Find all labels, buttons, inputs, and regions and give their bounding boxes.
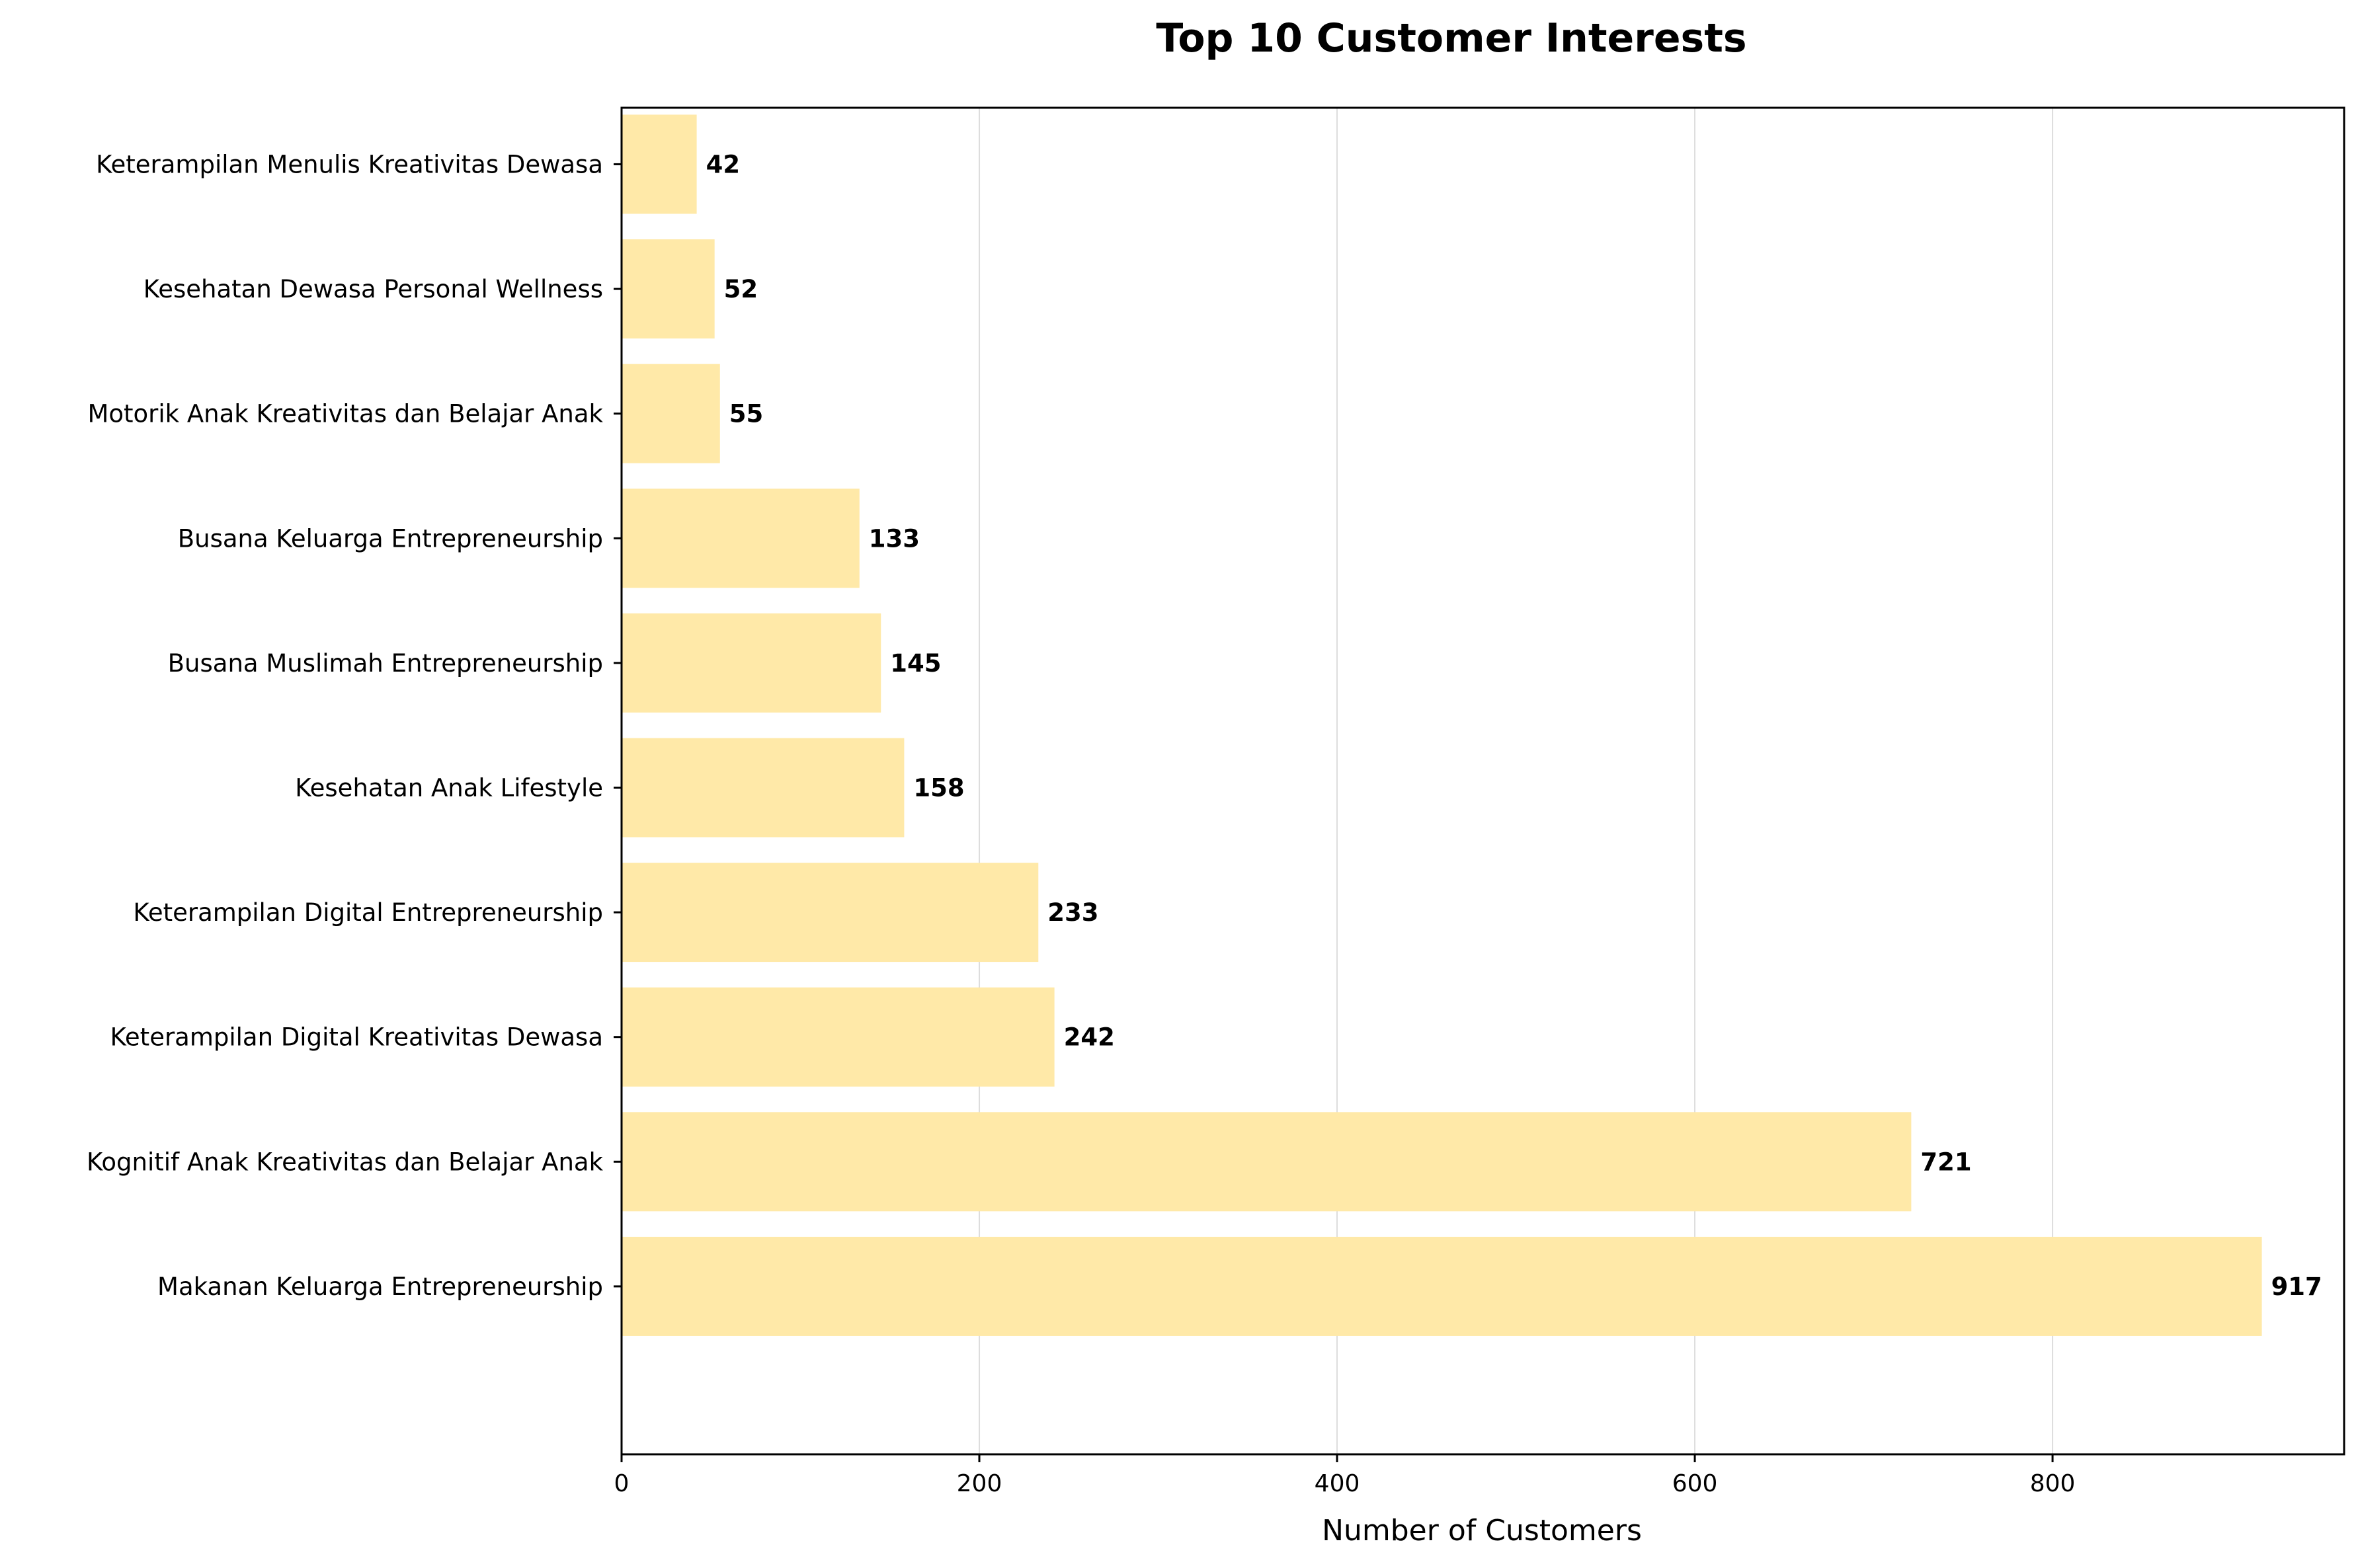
data-labels: 917 721 242 233 158 145 133 55 52 42 bbox=[706, 150, 2322, 1301]
y-tick-label: Kognitif Anak Kreativitas dan Belajar An… bbox=[87, 1148, 604, 1176]
x-axis-ticks: 0 200 400 600 800 bbox=[614, 1454, 2076, 1497]
y-tick-label: Keterampilan Digital Entrepreneurship bbox=[133, 898, 603, 927]
chart-title: Top 10 Customer Interests bbox=[1156, 15, 1746, 61]
y-tick-label: Busana Muslimah Entrepreneurship bbox=[168, 649, 603, 678]
y-tick-label: Keterampilan Menulis Kreativitas Dewasa bbox=[96, 150, 603, 178]
data-label: 145 bbox=[890, 649, 941, 678]
x-axis-label: Number of Customers bbox=[1322, 1514, 1642, 1548]
x-tick-label: 400 bbox=[1315, 1470, 1360, 1497]
x-tick-label: 0 bbox=[614, 1470, 630, 1497]
bar bbox=[622, 489, 860, 588]
bar bbox=[622, 1236, 2262, 1336]
plot-frame bbox=[620, 106, 2345, 1456]
bar bbox=[622, 364, 720, 463]
data-label: 133 bbox=[869, 524, 920, 553]
y-axis-ticks: Makanan Keluarga Entrepreneurship Kogniti… bbox=[87, 150, 622, 1301]
data-label: 52 bbox=[724, 275, 758, 303]
x-tick-label: 800 bbox=[2030, 1470, 2076, 1497]
data-label: 917 bbox=[2271, 1273, 2322, 1301]
x-tick-label: 600 bbox=[1672, 1470, 1718, 1497]
data-label: 55 bbox=[729, 400, 764, 428]
y-tick-label: Makanan Keluarga Entrepreneurship bbox=[157, 1273, 603, 1301]
y-tick-label: Busana Keluarga Entrepreneurship bbox=[178, 524, 603, 553]
y-tick-label: Keterampilan Digital Kreativitas Dewasa bbox=[110, 1023, 604, 1052]
bar bbox=[622, 239, 715, 339]
bar bbox=[622, 613, 881, 713]
bar bbox=[622, 987, 1055, 1087]
data-label: 242 bbox=[1064, 1023, 1115, 1052]
y-tick-label: Kesehatan Dewasa Personal Wellness bbox=[143, 275, 603, 303]
bars bbox=[622, 114, 2262, 1336]
bar bbox=[622, 1112, 1912, 1212]
data-label: 233 bbox=[1047, 898, 1098, 927]
data-label: 42 bbox=[706, 150, 741, 178]
x-tick-label: 200 bbox=[957, 1470, 1002, 1497]
bar bbox=[622, 863, 1039, 962]
y-tick-label: Motorik Anak Kreativitas dan Belajar Ana… bbox=[87, 400, 603, 428]
data-label: 721 bbox=[1920, 1148, 1971, 1176]
data-label: 158 bbox=[913, 774, 964, 803]
bar bbox=[622, 114, 697, 214]
bar bbox=[622, 738, 905, 838]
y-tick-label: Kesehatan Anak Lifestyle bbox=[295, 774, 603, 803]
